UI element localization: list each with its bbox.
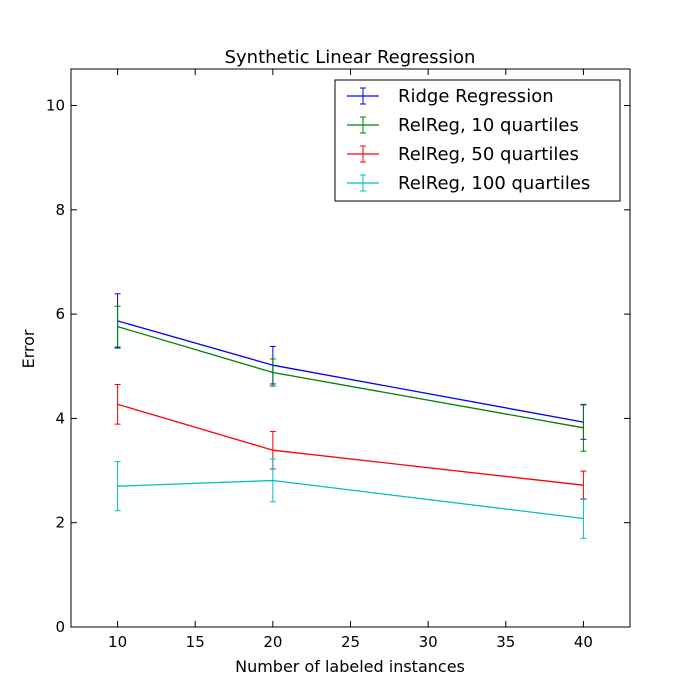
- legend: Ridge Regression RelReg, 10 quartiles RelR…: [334, 79, 621, 202]
- y-tick-label: 0: [55, 618, 65, 636]
- x-tick-label: 15: [186, 633, 205, 651]
- legend-entry-3: RelReg, 50 quartiles: [347, 144, 579, 165]
- error-bar-s2-p2: [269, 358, 276, 387]
- error-bar-s3-p1: [114, 384, 121, 425]
- error-bar-s2-p3: [580, 403, 587, 452]
- chart-title: Synthetic Linear Regression: [225, 47, 476, 68]
- x-tick-label: 35: [496, 633, 515, 651]
- error-bar-s2-p1: [114, 305, 121, 348]
- legend-entry-2: RelReg, 10 quartiles: [347, 115, 579, 136]
- y-axis-label: Error: [19, 329, 38, 368]
- ticks-group: 10 15 20 25 30 35 40 0 2 4 6 8 10: [46, 69, 630, 651]
- x-tick-label: 10: [108, 633, 127, 651]
- legend-label: RelReg, 10 quartiles: [398, 115, 579, 136]
- legend-entry-4: RelReg, 100 quartiles: [347, 173, 590, 194]
- x-tick-label: 40: [574, 633, 593, 651]
- legend-box: [334, 79, 621, 202]
- legend-label: Ridge Regression: [398, 86, 554, 107]
- y-tick-label: 8: [55, 201, 65, 219]
- x-tick-label: 25: [341, 633, 360, 651]
- y-tick-label: 6: [55, 305, 65, 323]
- error-bar-s4-p1: [114, 461, 121, 512]
- x-axis-label: Number of labeled instances: [235, 657, 465, 676]
- x-tick-label: 20: [263, 633, 282, 651]
- error-bar-s4-p2: [269, 458, 276, 503]
- series-group: [114, 293, 587, 539]
- legend-label: RelReg, 100 quartiles: [398, 173, 590, 194]
- legend-label: RelReg, 50 quartiles: [398, 144, 579, 165]
- y-tick-label: 2: [55, 514, 65, 532]
- y-tick-label: 10: [46, 97, 65, 115]
- legend-entry-1: Ridge Regression: [347, 86, 554, 107]
- error-bar-s4-p3: [580, 498, 587, 539]
- x-tick-label: 30: [419, 633, 438, 651]
- y-tick-label: 4: [55, 409, 65, 427]
